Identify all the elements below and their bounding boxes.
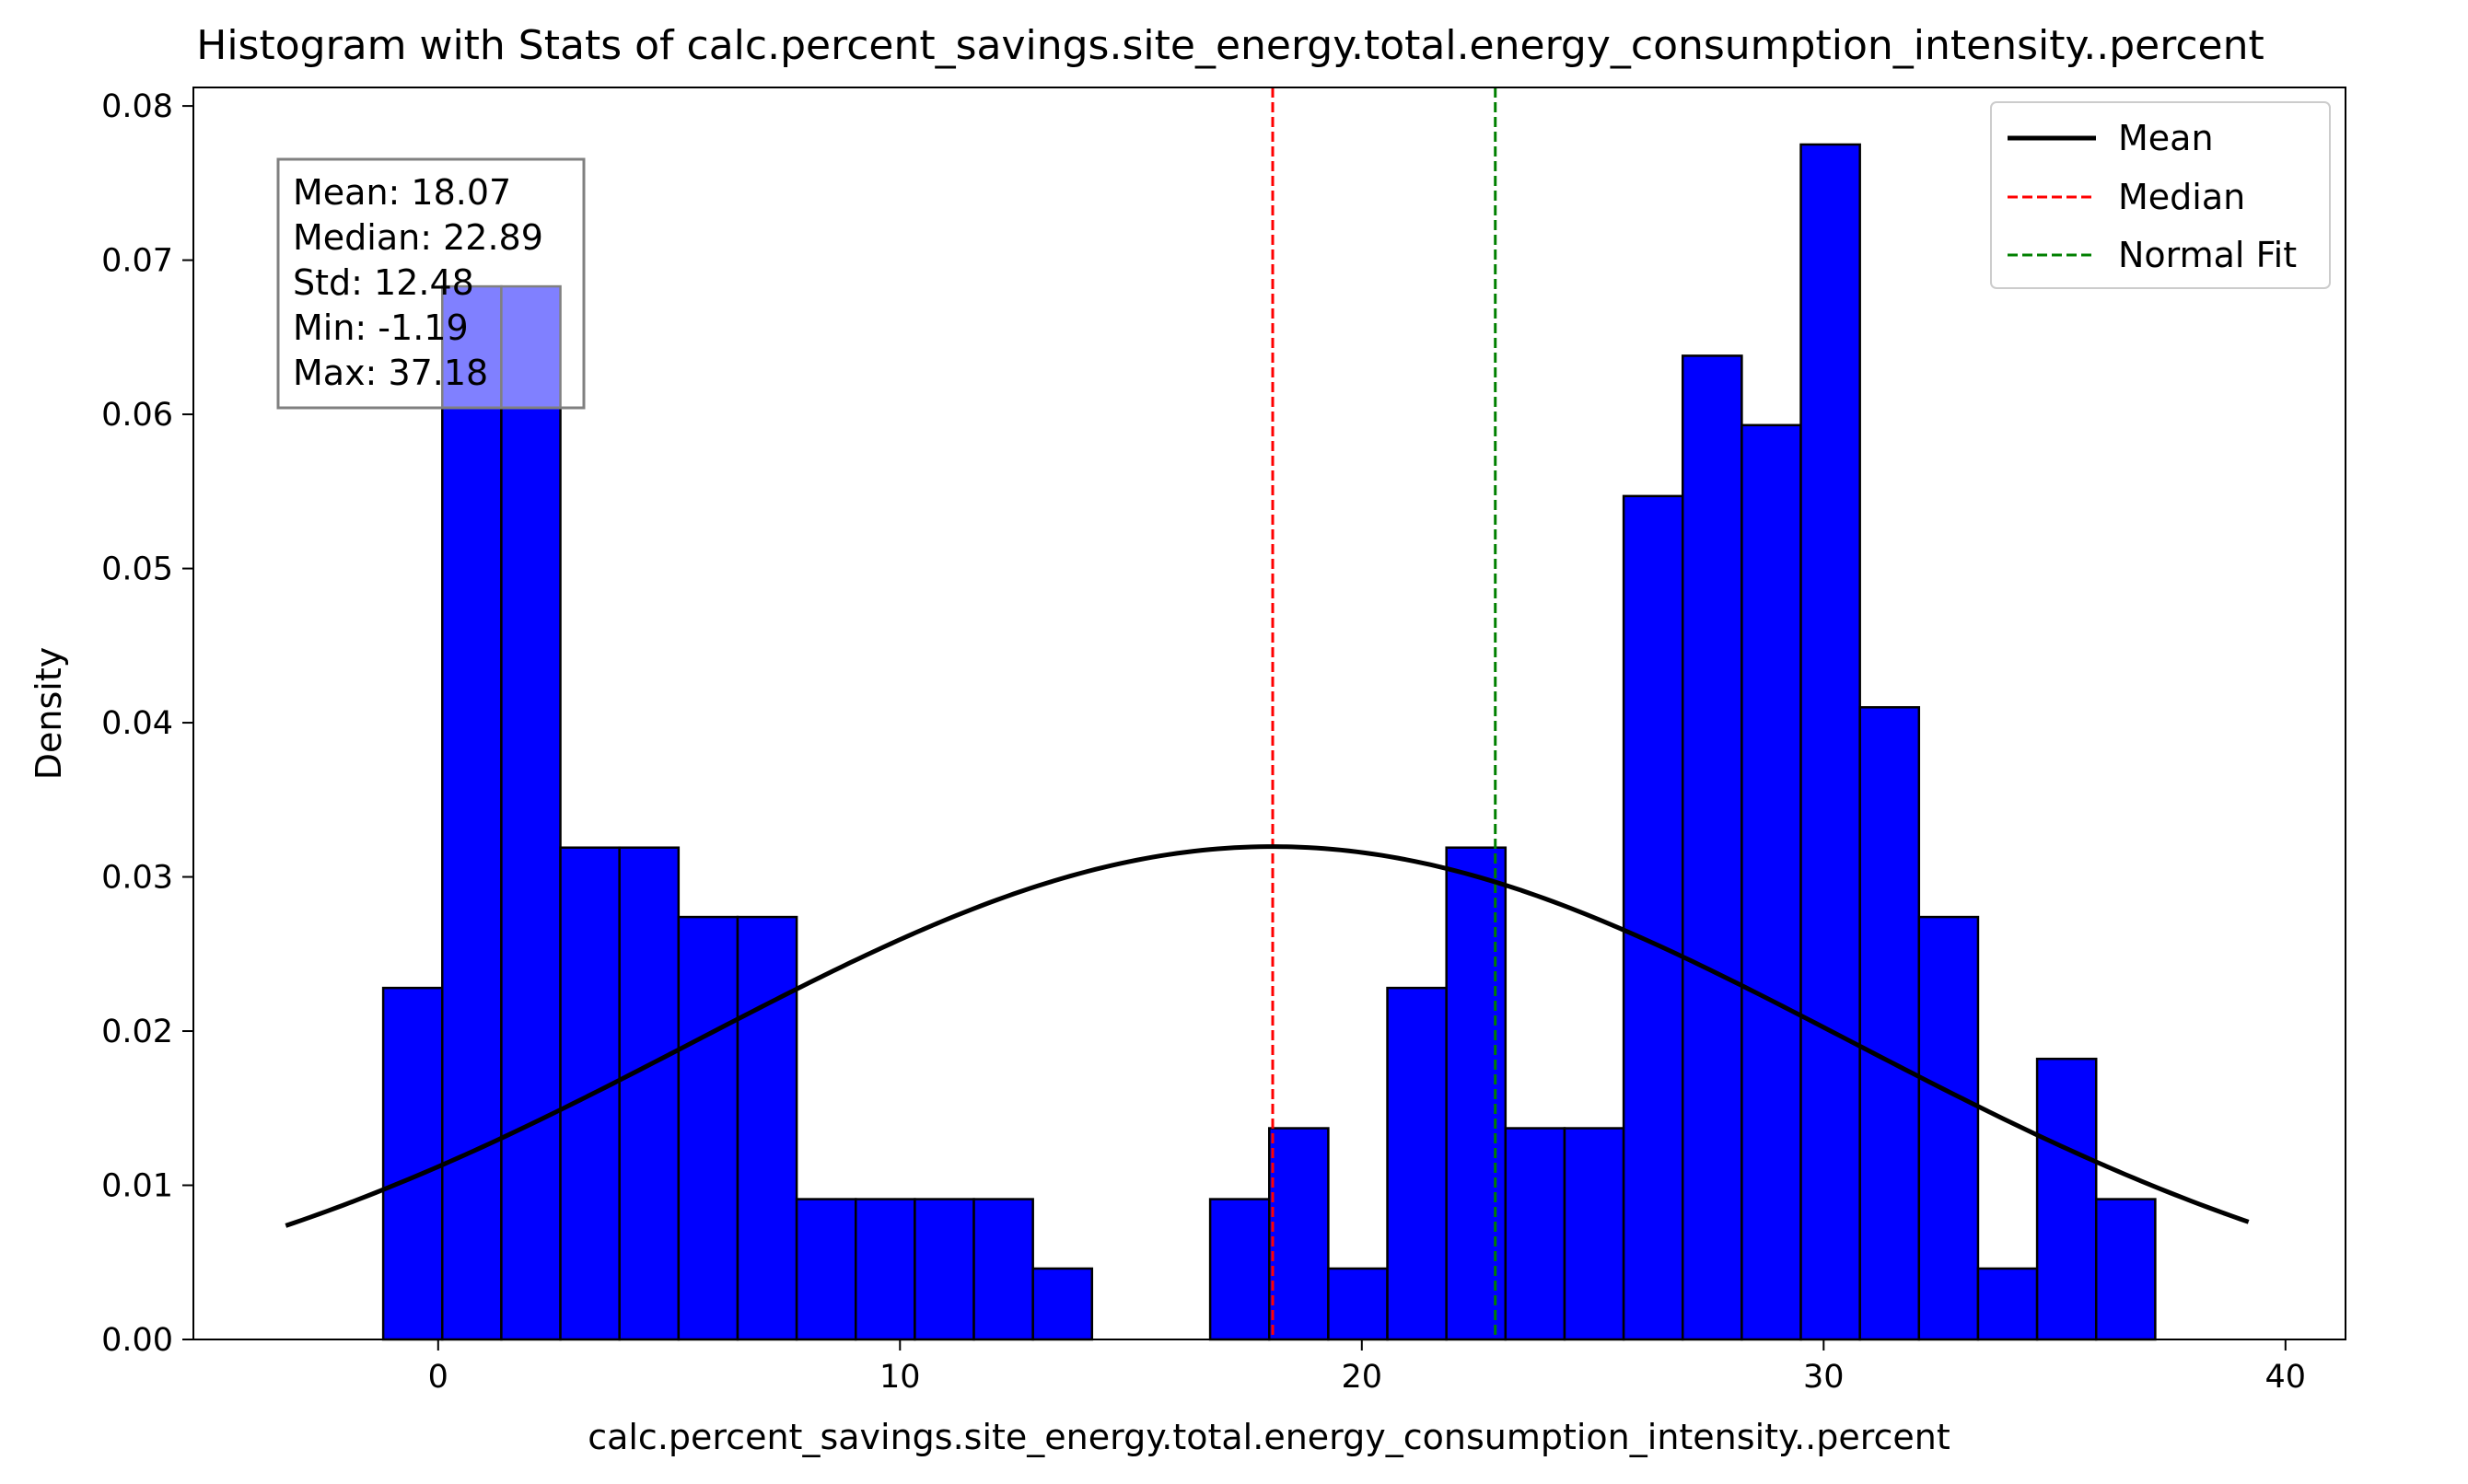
x-tick-label: 40 <box>2265 1359 2307 1396</box>
legend-label-normal-fit: Normal Fit <box>2118 235 2297 275</box>
histogram-bar <box>618 846 681 1341</box>
stats-max: Max: 37.18 <box>293 353 488 393</box>
histogram-bar <box>677 915 739 1341</box>
stats-median: Median: 22.89 <box>293 217 543 258</box>
histogram-bar <box>441 284 503 1341</box>
y-axis-label: Density <box>29 647 69 780</box>
y-tick-label: 0.07 <box>101 243 173 280</box>
histogram-bar <box>1622 494 1684 1341</box>
x-tick-label: 30 <box>1803 1359 1845 1396</box>
x-tick-label: 10 <box>879 1359 921 1396</box>
y-axis-ticks: 0.00 0.01 0.02 0.03 0.04 0.05 0.06 0.07 0.08 <box>101 88 193 1359</box>
histogram-bar <box>500 284 562 1341</box>
histogram-bar <box>1799 143 1861 1341</box>
histogram-bar <box>1681 354 1743 1341</box>
stats-min: Min: -1.19 <box>293 307 469 348</box>
legend: Mean Median Normal Fit <box>1990 101 2331 289</box>
y-tick-label: 0.02 <box>101 1014 173 1050</box>
stats-std: Std: 12.48 <box>293 262 474 303</box>
x-axis-ticks: 0 10 20 30 40 <box>428 1339 2306 1396</box>
normal-fit-line <box>285 844 2250 1228</box>
y-tick-label: 0.00 <box>101 1322 173 1359</box>
histogram-bar <box>1976 1267 2039 1341</box>
legend-label-mean: Mean <box>2118 118 2214 158</box>
plot-frame <box>192 87 2346 1340</box>
y-tick-label: 0.03 <box>101 860 173 897</box>
legend-label-median: Median <box>2118 177 2245 217</box>
histogram-bar <box>795 1198 857 1341</box>
histogram-bar <box>1208 1198 1271 1341</box>
histogram-bar <box>972 1198 1034 1341</box>
histogram-bar <box>2035 1057 2098 1341</box>
histogram-bar <box>381 986 444 1341</box>
histogram-bars <box>381 143 2157 1341</box>
histogram-bar <box>1268 1127 1330 1341</box>
x-tick-label: 0 <box>428 1359 448 1396</box>
histogram-bar <box>736 915 798 1341</box>
y-tick-label: 0.01 <box>101 1168 173 1205</box>
y-tick-label: 0.06 <box>101 397 173 434</box>
histogram-bar <box>1504 1127 1566 1341</box>
histogram-bar <box>1917 915 1980 1341</box>
histogram-bar <box>914 1198 975 1341</box>
y-tick-label: 0.05 <box>101 551 173 588</box>
chart-title: Histogram with Stats of calc.percent_sav… <box>196 22 2264 69</box>
histogram-bar <box>1031 1267 1094 1341</box>
histogram-bar <box>1858 706 1921 1341</box>
normal-fit-curve <box>285 844 2250 1228</box>
reference-lines <box>1271 87 1497 1339</box>
histogram-bar <box>1327 1267 1389 1341</box>
y-tick-label: 0.04 <box>101 705 173 742</box>
histogram-bar <box>2094 1198 2157 1341</box>
y-tick-label: 0.08 <box>101 88 173 125</box>
x-tick-label: 20 <box>1342 1359 1383 1396</box>
histogram-bar <box>1563 1127 1625 1341</box>
x-axis-label: calc.percent_savings.site_energy.total.e… <box>588 1417 1950 1457</box>
histogram-bar <box>1740 423 1802 1341</box>
histogram-bar <box>855 1198 916 1341</box>
stats-box: Mean: 18.07 Median: 22.89 Std: 12.48 Min… <box>276 157 586 410</box>
stats-mean: Mean: 18.07 <box>293 172 511 213</box>
histogram-bar <box>1386 986 1448 1341</box>
